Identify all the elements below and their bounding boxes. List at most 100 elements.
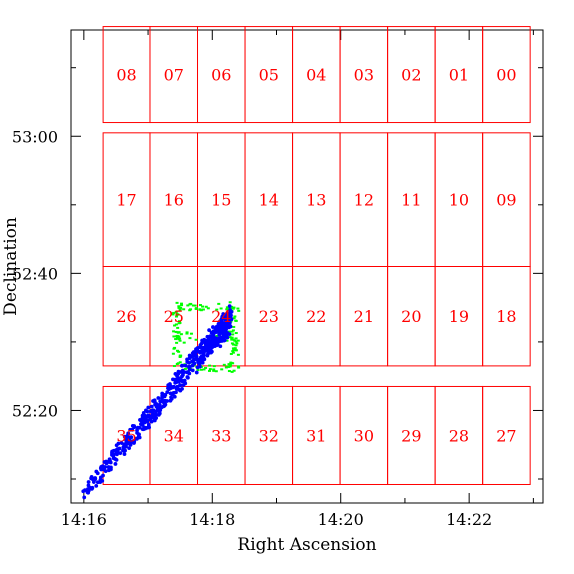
- data-point: [99, 467, 104, 472]
- data-point: [175, 384, 180, 389]
- data-point: [135, 428, 139, 433]
- data-point: [121, 446, 126, 451]
- region-point: [212, 368, 216, 371]
- data-point: [123, 435, 128, 440]
- data-point: [181, 372, 185, 377]
- region-point: [174, 310, 178, 313]
- region-point: [191, 304, 195, 307]
- data-point: [113, 462, 118, 466]
- region-point: [219, 307, 223, 310]
- data-point: [144, 414, 149, 418]
- region-point: [222, 363, 226, 366]
- region-point: [189, 302, 193, 305]
- data-point: [180, 379, 185, 384]
- region-point: [236, 339, 240, 342]
- data-point: [229, 313, 233, 318]
- region-point: [176, 337, 180, 340]
- field-label-16: 16: [164, 191, 184, 210]
- data-point: [91, 480, 96, 484]
- data-point: [218, 344, 223, 349]
- data-point: [203, 340, 208, 345]
- data-point: [180, 386, 184, 391]
- plot-border: [70, 29, 544, 504]
- data-point: [125, 441, 130, 446]
- data-point: [142, 420, 147, 425]
- field-label-03: 03: [354, 66, 374, 85]
- field-label-25: 25: [164, 307, 184, 326]
- region-point: [237, 366, 241, 369]
- data-point: [147, 425, 152, 430]
- region-point: [172, 330, 176, 333]
- data-point: [132, 425, 137, 430]
- region-point: [232, 369, 236, 372]
- data-point: [185, 370, 189, 375]
- data-point: [213, 341, 218, 346]
- region-point: [226, 307, 230, 310]
- data-point: [116, 441, 121, 446]
- data-point: [122, 452, 127, 457]
- region-point: [194, 307, 198, 310]
- data-point: [137, 425, 142, 430]
- data-point: [222, 334, 227, 339]
- region-point: [232, 343, 236, 346]
- region-point: [235, 342, 239, 345]
- region-point: [171, 313, 175, 316]
- field-label-02: 02: [401, 66, 421, 85]
- field-label-24: 24: [211, 307, 231, 326]
- region-point: [215, 334, 219, 337]
- data-point: [98, 475, 103, 480]
- data-point: [222, 314, 227, 319]
- data-point: [174, 390, 178, 395]
- region-point: [199, 368, 203, 371]
- field-label-04: 04: [306, 66, 326, 85]
- data-point: [162, 400, 166, 405]
- data-point: [207, 328, 212, 333]
- region-point: [227, 330, 231, 333]
- field-label-21: 21: [354, 307, 374, 326]
- region-point: [230, 307, 234, 310]
- field-label-30: 30: [354, 426, 374, 445]
- field-grid: [102, 26, 531, 485]
- region-point: [231, 351, 235, 354]
- data-point: [198, 350, 203, 355]
- data-point: [206, 335, 211, 340]
- region-point: [236, 353, 240, 356]
- region-point: [234, 344, 238, 347]
- region-point: [231, 333, 235, 336]
- region-point: [215, 308, 219, 311]
- field-label-14: 14: [259, 191, 279, 210]
- data-point: [185, 375, 190, 379]
- region-point: [228, 364, 232, 367]
- region-point: [175, 341, 179, 344]
- field-outline-00: [482, 26, 531, 124]
- region-point: [178, 337, 182, 340]
- data-point: [154, 412, 159, 417]
- data-point: [127, 446, 132, 450]
- data-point: [126, 431, 131, 436]
- data-point: [169, 396, 174, 401]
- data-point: [109, 465, 113, 470]
- region-point: [180, 304, 184, 307]
- data-point: [149, 404, 154, 409]
- region-point: [230, 330, 234, 333]
- data-point: [110, 451, 114, 455]
- field-label-12: 12: [354, 191, 374, 210]
- data-point: [130, 440, 135, 444]
- region-point: [179, 306, 183, 309]
- region-point: [230, 336, 234, 339]
- data-point: [178, 383, 183, 388]
- data-point: [81, 489, 86, 494]
- field-label-01: 01: [449, 66, 469, 85]
- region-point: [226, 365, 230, 368]
- region-point: [179, 333, 183, 336]
- data-point: [114, 448, 118, 453]
- data-point: [168, 382, 172, 386]
- region-point: [230, 338, 234, 341]
- data-point: [152, 398, 157, 403]
- region-point: [198, 304, 202, 307]
- region-point: [178, 321, 182, 324]
- data-point: [217, 327, 222, 332]
- region-point: [189, 308, 193, 311]
- field-label-05: 05: [259, 66, 279, 85]
- region-point: [175, 315, 179, 318]
